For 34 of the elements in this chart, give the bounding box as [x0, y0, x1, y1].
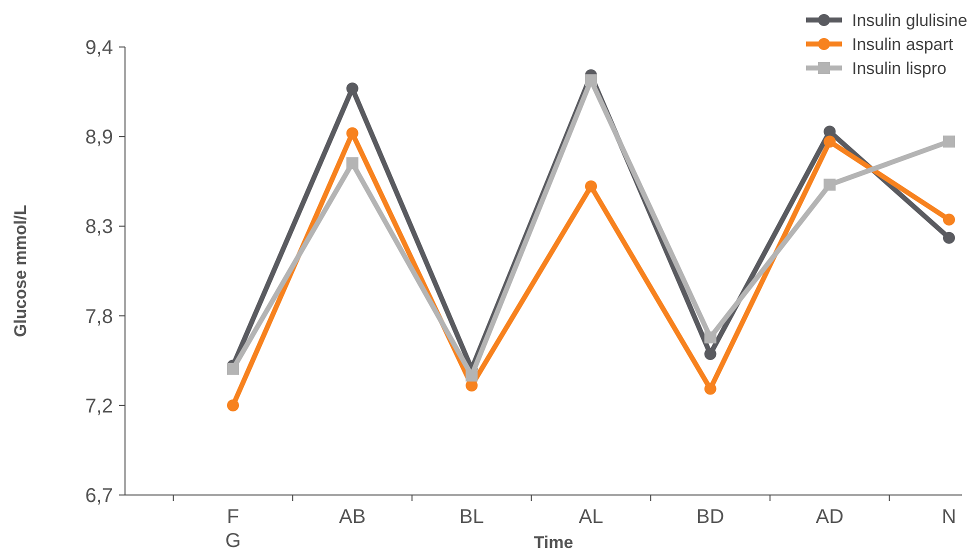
point	[585, 180, 597, 192]
y-tick-label: 9,4	[85, 37, 113, 59]
x-tick-label: AL	[578, 506, 604, 528]
point	[704, 331, 716, 344]
x-tick-label: BL	[459, 506, 484, 528]
legend-label: Insulin aspart	[852, 34, 954, 54]
y-tick-label: 8,9	[85, 126, 113, 149]
point	[704, 348, 716, 360]
y-tick-label: 7,8	[85, 306, 113, 328]
x-tick-label: F G	[225, 506, 241, 552]
y-axis-title: Glucose mmol/L	[11, 204, 30, 338]
y-tick-label: 6,7	[85, 485, 113, 507]
legend-label: Insulin lispro	[852, 58, 946, 78]
point	[346, 82, 358, 94]
point	[466, 370, 478, 382]
x-tick-label: N	[942, 506, 956, 528]
point	[346, 157, 358, 170]
x-axis-title: Time	[534, 533, 574, 552]
point	[704, 382, 716, 395]
y-tick-label: 7,2	[85, 395, 113, 418]
y-tick-label: 8,3	[85, 216, 113, 238]
x-tick-label: AB	[338, 506, 366, 528]
point	[943, 214, 955, 226]
point	[824, 136, 836, 148]
point	[585, 74, 597, 86]
x-tick-label: BD	[696, 506, 724, 528]
point	[346, 127, 358, 140]
point	[227, 399, 239, 412]
point	[943, 232, 955, 244]
legend-label: Insulin glulisine	[852, 10, 968, 30]
x-tick-label: AD	[816, 506, 844, 528]
point	[824, 178, 836, 191]
point	[943, 136, 955, 148]
point	[227, 362, 239, 375]
